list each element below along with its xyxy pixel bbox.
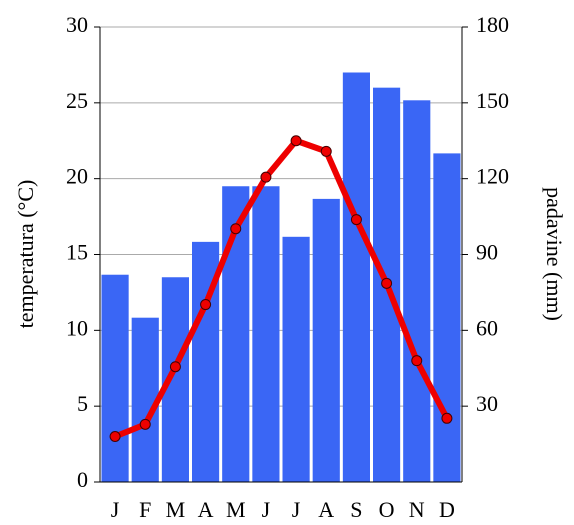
y-tick-label: 30: [66, 12, 88, 37]
y-tick-label: 0: [77, 467, 88, 492]
bar: [282, 236, 310, 482]
x-tick-label: O: [379, 497, 395, 522]
x-tick-label: A: [318, 497, 334, 522]
y-tick-label: 10: [66, 315, 88, 340]
y-tick-label: 15: [66, 240, 88, 265]
y2-tick-label: 150: [476, 88, 509, 113]
y-tick-label: 5: [77, 391, 88, 416]
bar: [342, 72, 370, 482]
marker: [260, 171, 272, 183]
marker: [381, 277, 393, 289]
marker: [200, 299, 212, 311]
bar: [131, 317, 159, 482]
bar: [312, 198, 340, 482]
y2-tick-label: 90: [476, 240, 498, 265]
y2-tick-label: 30: [476, 391, 498, 416]
marker: [290, 135, 302, 147]
bar: [403, 100, 431, 483]
x-tick-label: N: [409, 497, 425, 522]
x-tick-label: J: [111, 497, 120, 522]
marker: [411, 355, 423, 367]
x-tick-label: J: [292, 497, 301, 522]
y2-tick-label: 60: [476, 315, 498, 340]
marker: [350, 214, 362, 226]
bar: [433, 153, 461, 482]
y2-tick-label: 120: [476, 164, 509, 189]
x-tick-label: M: [226, 497, 246, 522]
marker: [320, 145, 332, 157]
y-axis-label: temperatura (°C): [13, 180, 38, 329]
y2-tick-label: 180: [476, 12, 509, 37]
marker: [441, 412, 453, 424]
line: [113, 137, 450, 440]
x-tick-label: D: [439, 497, 455, 522]
x-tick-label: M: [166, 497, 186, 522]
marker: [169, 361, 181, 373]
x-tick-label: J: [262, 497, 271, 522]
bar: [252, 186, 280, 482]
y-tick-label: 20: [66, 164, 88, 189]
x-tick-label: S: [350, 497, 362, 522]
x-tick-label: A: [198, 497, 214, 522]
marker: [109, 431, 121, 442]
y-tick-label: 25: [66, 88, 88, 113]
marker: [139, 418, 151, 430]
x-tick-label: F: [139, 497, 151, 522]
bar: [101, 274, 129, 482]
marker: [230, 223, 242, 235]
y2-axis-label: padavine (mm): [542, 187, 567, 321]
